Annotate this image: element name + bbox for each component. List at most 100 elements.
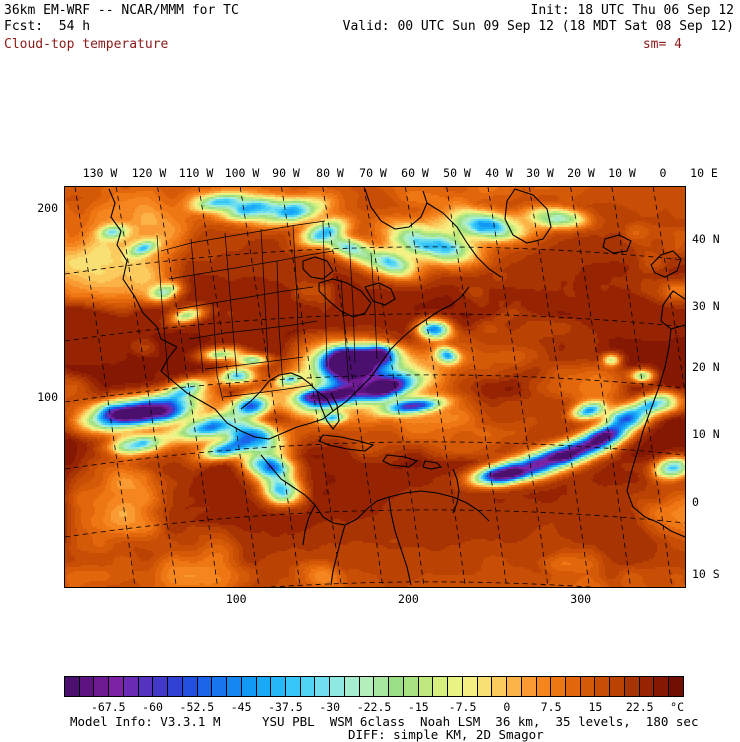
colorbar-tick-label: -60 — [142, 700, 163, 714]
lon-gridline — [570, 187, 631, 587]
lon-tick-label: 10 E — [690, 166, 718, 180]
lon-gridline — [281, 187, 342, 587]
colorbar-tick-label: -45 — [230, 700, 252, 714]
coastline — [260, 454, 346, 526]
lon-gridline — [446, 187, 508, 587]
state-boundary — [276, 260, 284, 388]
coastline — [382, 454, 419, 468]
colorbar-cell — [271, 677, 287, 696]
colorbar-tick-label: -37.5 — [268, 700, 303, 714]
lon-tick-label: 120 W — [131, 166, 167, 180]
lon-tick-label: 30 W — [526, 166, 554, 180]
colorbar-cell — [418, 677, 434, 696]
lat-gridline — [265, 581, 596, 587]
colorbar-cell — [389, 677, 404, 696]
lon-tick-label: 0 — [659, 166, 667, 180]
state-boundary — [348, 238, 356, 364]
colorbar-cell — [595, 677, 611, 696]
field-name: Cloud-top temperature — [4, 37, 169, 52]
y-tick-label: 100 — [37, 390, 58, 404]
model-info: Model Info: V3.3.1 M — [70, 714, 221, 729]
colorbar-cell — [153, 677, 169, 696]
colorbar-cell — [79, 677, 95, 696]
colorbar-cell — [580, 677, 596, 696]
colorbar-tick-label: -52.5 — [179, 700, 215, 714]
lon-gridline — [239, 187, 301, 587]
smoothing-label: sm= 4 — [642, 37, 682, 52]
state-boundary — [224, 232, 238, 378]
colorbar-cell — [197, 677, 213, 696]
colorbar-tick-label: 22.5 — [625, 700, 654, 714]
physics-options: YSU PBL WSM 6class Noah LSM 36 km, 35 le… — [262, 714, 699, 729]
lon-tick-label: 80 W — [316, 166, 344, 180]
colorbar-cell — [610, 677, 625, 696]
colorbar-cell — [551, 677, 566, 696]
coastline — [316, 390, 340, 430]
lat-gridline — [65, 441, 685, 470]
lon-gridline — [405, 187, 466, 587]
map-plot-area — [64, 186, 686, 588]
colorbar-cell — [669, 677, 683, 696]
y-tick-label: 200 — [37, 201, 58, 215]
colorbar-cell — [403, 677, 419, 696]
lon-tick-label: 10 W — [608, 166, 636, 180]
coastline — [626, 328, 672, 532]
state-boundary — [340, 278, 350, 384]
lon-gridline — [611, 187, 673, 587]
colorbar-cell — [433, 677, 449, 696]
colorbar-cell — [359, 677, 375, 696]
colorbar-cell — [109, 677, 124, 696]
colorbar-cell — [94, 677, 110, 696]
x-tick-label: 200 — [398, 592, 419, 606]
coastline — [318, 434, 375, 452]
colorbar-cell — [536, 677, 552, 696]
lat-tick-label: 10 N — [692, 427, 720, 441]
lon-gridline — [198, 187, 260, 587]
state-boundary — [292, 224, 300, 374]
state-boundary — [222, 384, 314, 398]
lat-gridline — [65, 509, 685, 538]
state-boundary — [370, 252, 378, 360]
colorbar-cell — [212, 677, 228, 696]
lon-gridline — [322, 187, 384, 587]
colorbar-cell — [462, 677, 478, 696]
lat-tick-label: 20 N — [692, 360, 720, 374]
state-boundary — [160, 220, 326, 252]
lat-gridline — [65, 313, 685, 342]
lon-tick-label: 90 W — [272, 166, 300, 180]
colorbar-cell — [330, 677, 345, 696]
colorbar-tick-label: -30 — [319, 700, 341, 714]
colorbar-cell — [344, 677, 360, 696]
coastline — [426, 202, 502, 278]
diffusion-option: DIFF: simple KM, 2D Smagor — [348, 727, 544, 742]
lat-tick-label: 0 — [692, 495, 699, 509]
lat-gridline — [65, 374, 685, 403]
colorbar-cell — [654, 677, 670, 696]
state-boundary — [176, 286, 314, 310]
state-boundary — [190, 238, 204, 374]
state-boundary — [260, 228, 270, 378]
lat-gridline — [65, 246, 685, 275]
colorbar-cell — [286, 677, 301, 696]
init-time: Init: 18 UTC Thu 06 Sep 12 — [530, 3, 735, 18]
coastline — [330, 524, 346, 586]
forecast-hour: Fcst: 54 h — [4, 19, 91, 34]
coastline — [332, 286, 470, 412]
coastline — [108, 188, 178, 348]
lon-gridline — [157, 187, 218, 587]
colorbar-tick-label: -15 — [407, 700, 429, 714]
coastline — [650, 250, 682, 278]
colorbar-tick-label: -7.5 — [448, 700, 477, 714]
colorbar-cell — [448, 677, 463, 696]
colorbar-cell — [477, 677, 493, 696]
colorbar-tick-label: -67.5 — [90, 700, 126, 714]
colorbar-cell — [374, 677, 390, 696]
coastline — [344, 496, 390, 526]
colorbar-cell — [168, 677, 183, 696]
lon-tick-label: 130 W — [82, 166, 118, 180]
coastline — [302, 504, 316, 546]
colorbar-tick-label: 7.5 — [540, 700, 562, 714]
coastline — [452, 468, 460, 514]
coastline — [364, 188, 428, 230]
colorbar-tick-label: 15 — [588, 700, 603, 714]
